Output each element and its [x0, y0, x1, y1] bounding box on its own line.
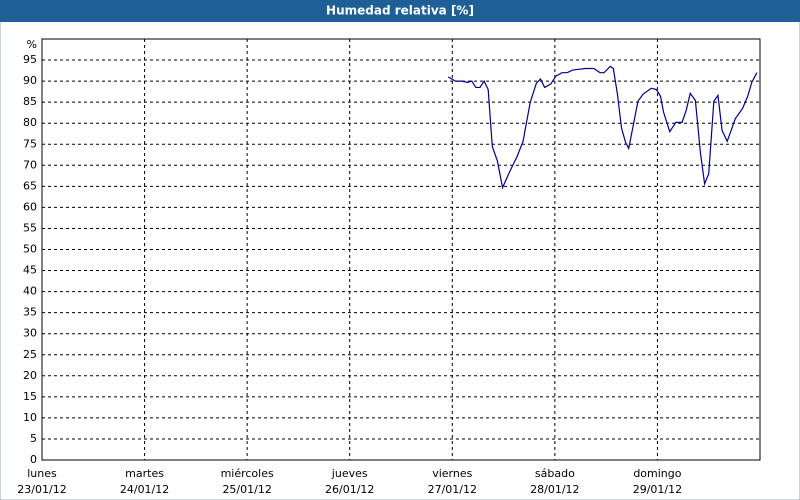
- chart-title: Humedad relativa [%]: [326, 4, 474, 18]
- y-unit: %: [27, 38, 37, 51]
- y-tick-label: 45: [23, 264, 37, 277]
- y-tick-label: 15: [23, 390, 37, 403]
- y-tick-label: 20: [23, 369, 37, 382]
- x-tick-date: 25/01/12: [222, 483, 271, 496]
- plot-frame: [41, 38, 761, 461]
- x-tick-date: 28/01/12: [530, 483, 579, 496]
- y-tick-label: 65: [23, 179, 37, 192]
- x-tick-label: martes: [125, 467, 164, 480]
- y-tick-label: 10: [23, 411, 37, 424]
- x-tick-date: 26/01/12: [325, 483, 374, 496]
- x-tick-label: jueves: [331, 467, 368, 480]
- x-tick-date: 23/01/12: [17, 483, 66, 496]
- y-tick-label: 60: [23, 200, 37, 213]
- y-tick-label: 35: [23, 306, 37, 319]
- y-tick-label: 90: [23, 74, 37, 87]
- y-tick-label: 30: [23, 327, 37, 340]
- y-tick-label: 85: [23, 95, 37, 108]
- y-tick-label: 80: [23, 116, 37, 129]
- x-tick-label: domingo: [633, 467, 681, 480]
- x-tick-date: 27/01/12: [428, 483, 477, 496]
- data-line: [447, 65, 758, 190]
- y-tick-label: 75: [23, 137, 37, 150]
- y-tick-label: 70: [23, 158, 37, 171]
- y-tick-label: 5: [30, 432, 37, 445]
- y-tick-label: 0: [30, 453, 37, 466]
- x-tick-date: 29/01/12: [633, 483, 682, 496]
- x-tick-label: sábado: [535, 467, 575, 480]
- x-tick-label: lunes: [27, 467, 57, 480]
- y-tick-label: 55: [23, 221, 37, 234]
- y-tick-label: 25: [23, 348, 37, 361]
- x-tick-label: miércoles: [221, 467, 274, 480]
- title-bar: [0, 0, 800, 22]
- y-tick-label: 95: [23, 53, 37, 66]
- x-tick-label: viernes: [432, 467, 472, 480]
- y-tick-label: 40: [23, 285, 37, 298]
- y-tick-label: 50: [23, 243, 37, 256]
- x-tick-date: 24/01/12: [120, 483, 169, 496]
